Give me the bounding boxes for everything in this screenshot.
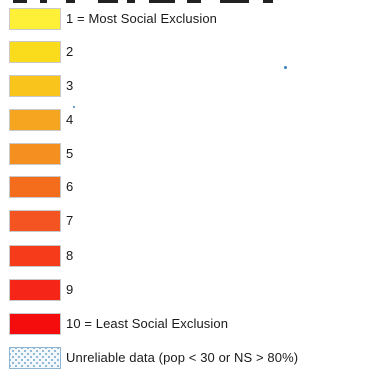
legend-swatch <box>9 313 61 335</box>
legend-label: 9 <box>66 282 74 297</box>
cropped-top-edge <box>0 0 370 3</box>
legend-label: 5 <box>66 146 74 161</box>
legend-label: Unreliable data (pop < 30 or NS > 80%) <box>66 350 299 365</box>
legend-label: 2 <box>66 44 74 59</box>
legend-label: 1 = Most Social Exclusion <box>66 11 217 26</box>
legend-item: 9 <box>9 279 369 301</box>
legend-label: 6 <box>66 179 74 194</box>
legend-swatch <box>9 143 61 165</box>
map-speck <box>73 106 75 108</box>
legend-item: 3 <box>9 75 369 97</box>
legend-item-unreliable: Unreliable data (pop < 30 or NS > 80%) <box>9 347 369 369</box>
legend-swatch <box>9 8 61 30</box>
legend-item: 4 <box>9 109 369 131</box>
legend-swatch <box>9 245 61 267</box>
legend-item: 10 = Least Social Exclusion <box>9 313 369 335</box>
legend-swatch <box>9 279 61 301</box>
legend-item: 8 <box>9 245 369 267</box>
legend-swatch <box>9 176 61 198</box>
legend-swatch <box>9 75 61 97</box>
legend-swatch <box>9 109 61 131</box>
legend-item: 5 <box>9 143 369 165</box>
legend-item: 6 <box>9 176 369 198</box>
legend-label: 3 <box>66 78 74 93</box>
map-speck <box>284 66 287 69</box>
stipple-pattern-swatch <box>9 347 61 369</box>
legend-label: 8 <box>66 248 74 263</box>
legend-swatch <box>9 210 61 232</box>
legend-swatch <box>9 41 61 63</box>
legend-item: 1 = Most Social Exclusion <box>9 8 369 30</box>
legend-item: 7 <box>9 210 369 232</box>
legend-label: 4 <box>66 112 74 127</box>
legend-item: 2 <box>9 41 369 63</box>
legend-label: 10 = Least Social Exclusion <box>66 316 229 331</box>
legend-label: 7 <box>66 213 74 228</box>
